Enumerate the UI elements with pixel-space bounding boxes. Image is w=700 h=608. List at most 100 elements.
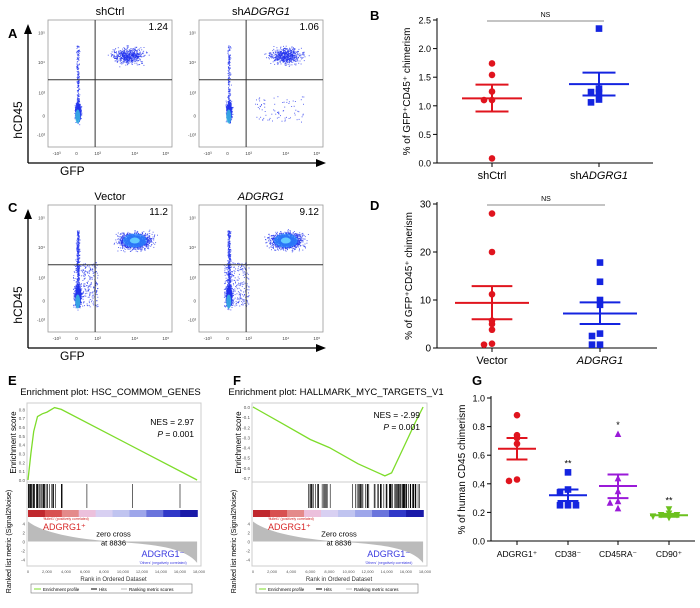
- flow-event: [255, 104, 256, 105]
- flow-event: [228, 54, 229, 55]
- flow-event: [259, 99, 260, 100]
- flow-event: [77, 52, 78, 53]
- flow-event: [289, 65, 290, 66]
- flow-event: [138, 56, 139, 57]
- flow-event: [295, 115, 296, 116]
- flow-event: [298, 63, 299, 64]
- flow-event: [77, 233, 78, 234]
- flow-event: [286, 46, 287, 47]
- flow-event: [79, 237, 80, 238]
- flow-event: [78, 268, 79, 269]
- flow-event: [127, 53, 128, 54]
- flow-event: [81, 113, 82, 114]
- flow-event: [282, 53, 283, 54]
- flow-event: [78, 86, 79, 87]
- flow-event: [256, 117, 257, 118]
- flow-event: [274, 104, 275, 105]
- flow-event: [297, 111, 298, 112]
- flow-event: [132, 62, 133, 63]
- flow-event: [273, 49, 274, 50]
- flow-y-tick: 10⁴: [38, 60, 45, 65]
- flow-event: [116, 51, 117, 52]
- flow-event: [126, 51, 127, 52]
- flow-event: [282, 102, 283, 103]
- flow-event: [288, 64, 289, 65]
- flow-event: [229, 98, 230, 99]
- flow-event: [275, 52, 276, 53]
- flow-event: [231, 110, 232, 111]
- flow-event: [229, 104, 230, 105]
- flow-event: [280, 57, 281, 58]
- flow-event: [301, 122, 302, 123]
- flow-event: [118, 60, 119, 61]
- flow-event: [132, 58, 133, 59]
- flow-event: [77, 46, 78, 47]
- flow-event: [78, 69, 79, 70]
- title-prefix: sh: [232, 6, 244, 18]
- flow-event: [141, 49, 142, 50]
- flow-event: [264, 54, 265, 55]
- flow-event: [273, 52, 274, 53]
- flow-event: [81, 106, 82, 107]
- flow-event: [130, 48, 131, 49]
- flow-event: [228, 71, 229, 72]
- flow-event: [136, 56, 137, 57]
- flow-event: [301, 48, 302, 49]
- flow-event: [140, 59, 141, 60]
- flow-event: [286, 117, 287, 118]
- flow-event: [270, 63, 271, 64]
- flow-event: [127, 61, 128, 62]
- flow-event: [140, 55, 141, 56]
- flow-event: [138, 49, 139, 50]
- flow-event: [280, 48, 281, 49]
- flow-event: [293, 55, 294, 56]
- flow-event: [80, 104, 81, 105]
- flow-y-tick: 10⁴: [189, 60, 196, 65]
- flow-event: [302, 53, 303, 54]
- flow-event: [288, 56, 289, 57]
- flow-event: [229, 62, 230, 63]
- flow-event: [296, 57, 297, 58]
- flow-event: [286, 49, 287, 50]
- flow-event: [80, 307, 81, 308]
- flow-event: [79, 101, 80, 102]
- flow-event: [230, 47, 231, 48]
- flow-event: [283, 51, 284, 52]
- flow-event: [284, 121, 285, 122]
- flow-event: [81, 107, 82, 108]
- flow-event: [228, 70, 229, 71]
- flow-event: [228, 88, 229, 89]
- flow-event: [77, 239, 78, 240]
- flow-event: [262, 109, 263, 110]
- flow-event: [283, 49, 284, 50]
- flow-event: [298, 49, 299, 50]
- flow-event: [139, 50, 140, 51]
- flow-event: [229, 107, 230, 108]
- flow-event: [281, 52, 282, 53]
- flow-event: [79, 274, 80, 275]
- flow-event: [76, 248, 77, 249]
- flow-event: [229, 57, 230, 58]
- flow-event: [285, 63, 286, 64]
- flow-event: [228, 78, 229, 79]
- flow-event: [121, 58, 122, 59]
- title-text: ADGRG1: [243, 6, 290, 18]
- flow-event: [296, 61, 297, 62]
- flow-event: [295, 65, 296, 66]
- flow-event: [77, 279, 78, 280]
- flow-event: [78, 93, 79, 94]
- flow-event: [77, 98, 78, 99]
- flow-event: [77, 64, 78, 65]
- flow-event: [284, 102, 285, 103]
- flow-event: [127, 45, 128, 46]
- flow-event: [229, 59, 230, 60]
- flow-event: [226, 107, 227, 108]
- flow-event: [114, 58, 115, 59]
- flow-event: [273, 58, 274, 59]
- flow-event: [128, 45, 129, 46]
- flow-event: [230, 73, 231, 74]
- flow-event: [112, 51, 113, 52]
- flow-event: [127, 64, 128, 65]
- flow-event: [133, 53, 134, 54]
